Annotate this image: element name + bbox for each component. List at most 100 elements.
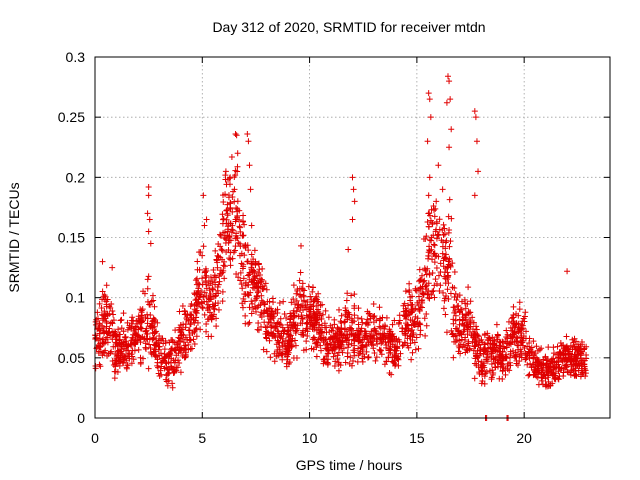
- data-point: [122, 353, 129, 360]
- data-point: [156, 352, 163, 359]
- data-point: [503, 334, 510, 341]
- data-point: [290, 355, 297, 362]
- data-point: [171, 366, 178, 373]
- data-point: [348, 292, 355, 299]
- data-point: [109, 264, 116, 271]
- data-point: [458, 331, 465, 338]
- data-point: [224, 201, 231, 208]
- data-point: [511, 338, 518, 345]
- data-point: [440, 232, 447, 239]
- data-point: [104, 296, 111, 303]
- data-point: [147, 301, 154, 308]
- data-point: [451, 269, 458, 276]
- data-point: [440, 221, 447, 228]
- data-point: [416, 307, 423, 314]
- data-point: [221, 229, 228, 236]
- y-axis-title: SRMTID / TECUs: [6, 182, 22, 292]
- data-point: [460, 322, 467, 329]
- data-point: [351, 352, 358, 359]
- data-point: [346, 311, 353, 318]
- data-point: [293, 308, 300, 315]
- data-point: [283, 363, 290, 370]
- data-point: [291, 322, 298, 329]
- data-point: [303, 338, 310, 345]
- data-point: [425, 280, 432, 287]
- data-point: [215, 306, 222, 313]
- data-point: [344, 337, 351, 344]
- data-point: [425, 223, 432, 230]
- data-point: [456, 309, 463, 316]
- data-point: [113, 332, 120, 339]
- data-point: [430, 287, 437, 294]
- data-point: [417, 331, 424, 338]
- data-point: [428, 291, 435, 298]
- data-point: [288, 344, 295, 351]
- data-point: [355, 345, 362, 352]
- data-point: [348, 340, 355, 347]
- data-point: [296, 277, 303, 284]
- data-point: [416, 320, 423, 327]
- data-point: [219, 298, 226, 305]
- data-point: [182, 334, 189, 341]
- data-point: [244, 258, 251, 265]
- data-point: [286, 319, 293, 326]
- data-point: [222, 235, 229, 242]
- data-point: [354, 358, 361, 365]
- data-point: [530, 338, 537, 345]
- data-point: [249, 300, 256, 307]
- data-point: [276, 300, 283, 307]
- data-point: [516, 306, 523, 313]
- data-point: [166, 365, 173, 372]
- data-point: [524, 361, 531, 368]
- data-point: [389, 321, 396, 328]
- data-point: [533, 354, 540, 361]
- data-point: [582, 367, 589, 374]
- data-point: [493, 321, 500, 328]
- data-point: [317, 302, 324, 309]
- data-point: [373, 354, 380, 361]
- data-point: [439, 250, 446, 257]
- data-point: [139, 313, 146, 320]
- data-point: [147, 311, 154, 318]
- data-point: [481, 331, 488, 338]
- data-point: [147, 323, 154, 330]
- data-point: [318, 347, 325, 354]
- data-point: [100, 293, 107, 300]
- data-point: [220, 215, 227, 222]
- data-point: [554, 343, 561, 350]
- data-point: [465, 338, 472, 345]
- data-point: [178, 349, 185, 356]
- data-point: [145, 192, 152, 199]
- data-point: [131, 341, 138, 348]
- data-point: [99, 323, 106, 330]
- data-point: [123, 365, 130, 372]
- data-point: [337, 318, 344, 325]
- data-point: [423, 233, 430, 240]
- data-point: [150, 297, 157, 304]
- data-point: [358, 315, 365, 322]
- data-point: [268, 324, 275, 331]
- data-point: [518, 332, 525, 339]
- data-point: [162, 376, 169, 383]
- data-point: [540, 361, 547, 368]
- data-point: [435, 253, 442, 260]
- data-point: [263, 348, 270, 355]
- data-point: [317, 326, 324, 333]
- data-point: [311, 310, 318, 317]
- data-point: [142, 346, 149, 353]
- data-point: [298, 315, 305, 322]
- data-point: [177, 369, 184, 376]
- data-point: [251, 281, 258, 288]
- data-point: [350, 186, 357, 193]
- data-point: [216, 278, 223, 285]
- data-point: [510, 352, 517, 359]
- data-point: [427, 212, 434, 219]
- data-point: [239, 285, 246, 292]
- data-point: [447, 96, 454, 103]
- data-point: [522, 335, 529, 342]
- data-point: [99, 258, 106, 265]
- data-point: [276, 346, 283, 353]
- data-point: [219, 211, 226, 218]
- data-point: [287, 315, 294, 322]
- data-point: [137, 339, 144, 346]
